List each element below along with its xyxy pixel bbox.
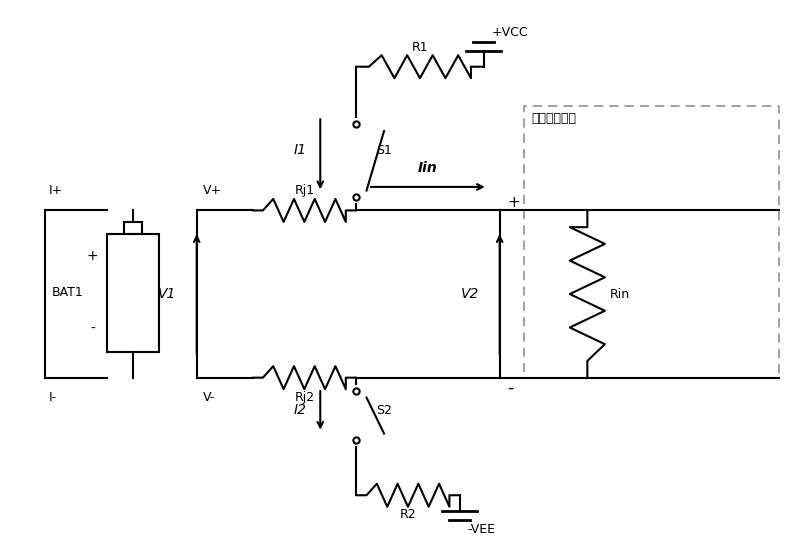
- Text: V2: V2: [462, 287, 480, 301]
- Text: S1: S1: [376, 144, 392, 157]
- Text: Rin: Rin: [610, 287, 630, 301]
- Text: S2: S2: [376, 404, 392, 417]
- Text: R2: R2: [400, 508, 416, 522]
- Text: 电压采样电路: 电压采样电路: [531, 113, 577, 125]
- Text: -: -: [508, 379, 514, 397]
- Text: Rj2: Rj2: [294, 391, 314, 404]
- Text: I-: I-: [50, 391, 58, 404]
- Text: +VCC: +VCC: [492, 26, 528, 39]
- Text: V1: V1: [158, 287, 177, 301]
- Text: +: +: [508, 195, 520, 210]
- Bar: [107, 234, 159, 352]
- Text: Iin: Iin: [418, 161, 438, 175]
- Text: R1: R1: [412, 41, 428, 54]
- Text: Rj1: Rj1: [294, 184, 314, 197]
- Text: I2: I2: [294, 403, 307, 418]
- Text: -: -: [90, 322, 95, 336]
- Text: BAT1: BAT1: [51, 286, 83, 299]
- Text: V-: V-: [203, 391, 215, 404]
- Text: V+: V+: [203, 184, 222, 197]
- Bar: [124, 222, 142, 234]
- Text: +: +: [87, 249, 98, 263]
- Text: I+: I+: [50, 184, 63, 197]
- Text: -VEE: -VEE: [468, 523, 496, 535]
- Text: I1: I1: [294, 143, 307, 158]
